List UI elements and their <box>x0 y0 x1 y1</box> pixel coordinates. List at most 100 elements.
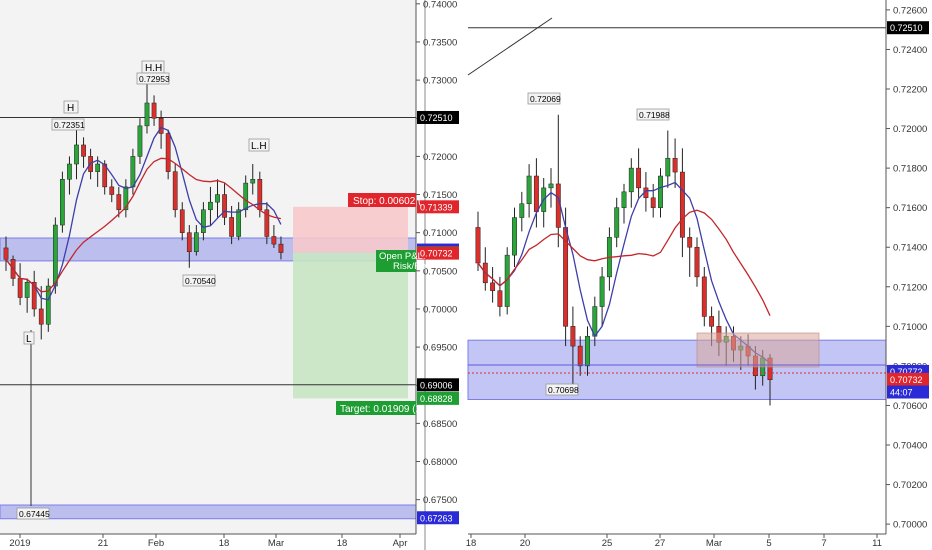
candle-bearish <box>172 171 178 211</box>
swing-value-hh: 0.72953 <box>139 74 170 84</box>
ma-fast-line <box>477 181 771 364</box>
swing-label-hh: H.H <box>145 63 162 74</box>
stop-zone <box>293 206 408 253</box>
right-chart: 0.72600 0.72400 0.72200 0.72000 0.71800 0.716… <box>466 0 929 549</box>
y-tick-label: 0.71600 <box>893 203 927 214</box>
price-tag-label: 0.70772 <box>890 367 923 377</box>
x-tick-label: 2019 <box>9 538 30 549</box>
y-tick-label: 0.74000 <box>423 0 457 10</box>
price-tag-label: 0.71339 <box>420 202 453 212</box>
candle-bearish <box>264 209 270 237</box>
candle-bearish <box>179 209 185 233</box>
support-zone <box>467 339 887 401</box>
value-box-hh <box>136 72 170 85</box>
x-tick-label: 27 <box>655 538 666 549</box>
y-tick-label: 0.70500 <box>423 266 457 277</box>
value-box-low <box>182 274 216 287</box>
y-tick-label: 0.68500 <box>423 419 457 430</box>
candle-bullish <box>215 194 220 203</box>
swing-value-h: 0.72351 <box>54 120 85 130</box>
candle-bullish <box>519 203 525 218</box>
candle-bullish <box>74 144 79 165</box>
label-box-h <box>63 100 79 114</box>
candle-bearish <box>278 243 284 253</box>
candle-bearish <box>679 171 685 238</box>
trend-line <box>467 17 553 76</box>
price-tag <box>417 511 459 525</box>
candle-bullish <box>526 175 532 204</box>
y-tick-label: 0.72200 <box>893 85 927 96</box>
y-tick-label: 0.71200 <box>893 282 927 293</box>
x-tick-label: Mar <box>268 538 284 549</box>
value-box-peak1 <box>527 92 561 105</box>
candle-bearish <box>229 217 234 237</box>
candle-bullish <box>236 209 242 237</box>
candle-bearish <box>672 157 678 173</box>
candle-bearish <box>3 247 9 260</box>
y-tick-label: 0.70000 <box>423 304 457 315</box>
candle-bullish <box>512 217 517 256</box>
target-label: Target: 0.01909 (2. <box>340 404 424 415</box>
candle-bearish <box>490 282 496 291</box>
y-tick-label: 0.71800 <box>893 164 927 175</box>
label-box-lh <box>248 138 270 152</box>
candle-bearish <box>38 308 44 325</box>
candle-bearish <box>102 163 108 188</box>
x-tick-label: 11 <box>872 538 882 549</box>
y-tick-label: 0.72400 <box>893 45 927 56</box>
candle-bullish <box>45 285 51 325</box>
candle-bearish <box>158 117 164 134</box>
candle-bearish <box>694 246 700 278</box>
consolidation-box <box>696 332 820 368</box>
candle-bearish <box>709 316 715 327</box>
y-tick-label: 0.71400 <box>893 243 927 254</box>
candle-bearish <box>497 290 503 307</box>
label-box-l <box>23 331 35 345</box>
y-tick-label: 0.70400 <box>893 441 927 452</box>
candle-bearish <box>186 232 192 252</box>
price-tag-label: 0.69006 <box>420 380 453 390</box>
candle-bullish <box>201 209 206 233</box>
y-tick-label: 0.72600 <box>893 5 927 16</box>
value-box-peak2 <box>636 108 670 121</box>
price-tag-label: 0.72510 <box>420 113 453 123</box>
candle-bearish <box>257 179 263 211</box>
value-box-l <box>16 507 50 520</box>
candle-bearish <box>533 175 539 212</box>
x-tick-label: 7 <box>821 538 826 549</box>
support-zone <box>0 504 417 520</box>
candle-bullish <box>52 224 58 287</box>
swing-value-peak1: 0.72069 <box>530 94 561 104</box>
candle-bullish <box>548 183 554 189</box>
candle-bullish <box>585 335 590 367</box>
candle-bullish <box>665 157 671 177</box>
candle-bearish <box>222 194 227 218</box>
candle-bearish <box>31 282 37 310</box>
price-tag-label: 0.72510 <box>890 23 923 33</box>
swing-label-lh: L.H <box>251 141 267 152</box>
target-zone <box>293 252 408 399</box>
candle-bullish <box>60 179 65 226</box>
candle-bullish <box>137 125 143 157</box>
ma-slow-line <box>5 157 282 293</box>
price-tag <box>887 21 929 35</box>
pnl-label-line1: Open P&L: <box>379 251 425 262</box>
x-tick-label: Feb <box>148 538 164 549</box>
swing-label-l: L <box>26 334 32 345</box>
candle-bearish <box>650 197 656 208</box>
swing-label-h: H <box>67 103 74 114</box>
candle-bearish <box>636 167 642 189</box>
candle-bullish <box>628 167 634 193</box>
price-tag-label: 0.70732 <box>420 249 453 259</box>
stop-label-box <box>348 193 416 207</box>
y-tick-label: 0.68000 <box>423 457 457 468</box>
candle-bearish <box>151 102 157 119</box>
value-box-trough <box>545 383 579 396</box>
x-tick-label: 20 <box>520 538 531 549</box>
y-tick-label: 0.70200 <box>893 480 927 491</box>
price-tag <box>887 385 929 399</box>
price-tag-label: 0.70732 <box>890 375 923 385</box>
pnl-label-line2: Risk/Re <box>393 261 426 272</box>
candle-bearish <box>577 345 583 367</box>
